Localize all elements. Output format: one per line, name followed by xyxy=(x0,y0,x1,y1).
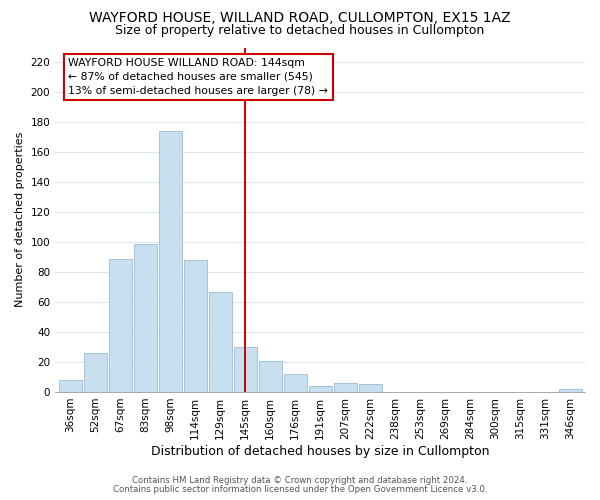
Text: WAYFORD HOUSE WILLAND ROAD: 144sqm
← 87% of detached houses are smaller (545)
13: WAYFORD HOUSE WILLAND ROAD: 144sqm ← 87%… xyxy=(68,58,328,96)
X-axis label: Distribution of detached houses by size in Cullompton: Distribution of detached houses by size … xyxy=(151,444,490,458)
Bar xyxy=(209,292,232,392)
Text: Contains public sector information licensed under the Open Government Licence v3: Contains public sector information licen… xyxy=(113,484,487,494)
Bar xyxy=(158,132,182,392)
Bar xyxy=(308,386,332,392)
Bar xyxy=(559,389,581,392)
Bar xyxy=(359,384,382,392)
Text: Size of property relative to detached houses in Cullompton: Size of property relative to detached ho… xyxy=(115,24,485,37)
Bar xyxy=(184,260,206,392)
Bar xyxy=(83,353,107,392)
Text: WAYFORD HOUSE, WILLAND ROAD, CULLOMPTON, EX15 1AZ: WAYFORD HOUSE, WILLAND ROAD, CULLOMPTON,… xyxy=(89,12,511,26)
Bar xyxy=(284,374,307,392)
Bar xyxy=(134,244,157,392)
Y-axis label: Number of detached properties: Number of detached properties xyxy=(15,132,25,308)
Bar xyxy=(109,258,131,392)
Bar xyxy=(233,347,257,392)
Bar xyxy=(59,380,82,392)
Text: Contains HM Land Registry data © Crown copyright and database right 2024.: Contains HM Land Registry data © Crown c… xyxy=(132,476,468,485)
Bar xyxy=(259,360,281,392)
Bar xyxy=(334,383,356,392)
